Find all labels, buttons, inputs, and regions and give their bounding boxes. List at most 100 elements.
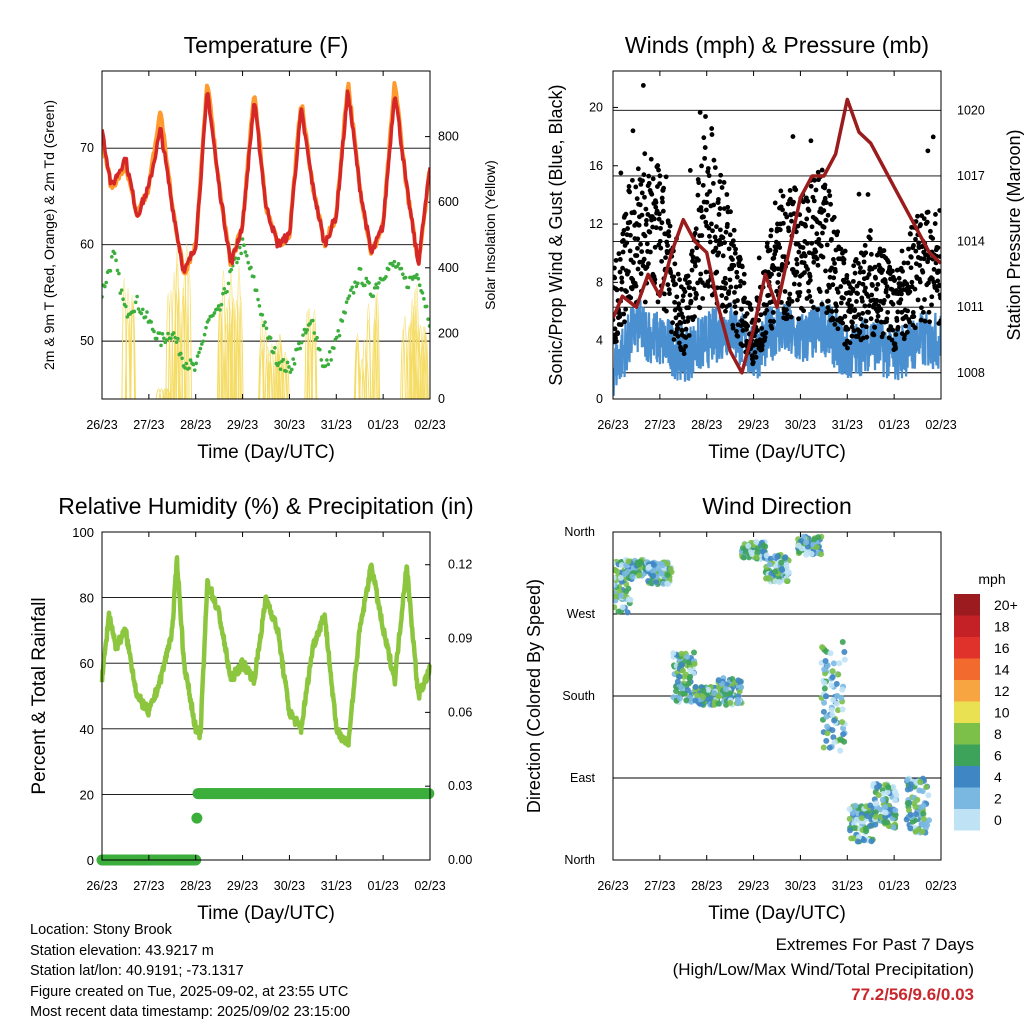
direction-point [811, 536, 818, 543]
direction-point [914, 796, 921, 803]
gust-point [734, 329, 739, 334]
dewpoint-point [110, 254, 114, 259]
gust-point [732, 304, 738, 310]
y2-tick-label: 400 [438, 261, 459, 275]
dewpoint-point [377, 281, 381, 285]
station-location: Location: Stony Brook [30, 922, 172, 938]
gust-point [697, 305, 703, 311]
direction-point [850, 835, 857, 842]
gust-point [640, 178, 645, 184]
gust-point [652, 276, 658, 282]
gust-point [626, 269, 631, 275]
dewpoint-point [263, 320, 267, 325]
gust-point [909, 279, 915, 285]
gust-point [921, 256, 927, 262]
dewpoint-point [187, 366, 191, 371]
gust-point [709, 126, 715, 131]
direction-point [679, 685, 686, 692]
direction-point [715, 700, 722, 707]
gust-point [777, 245, 783, 250]
x-tick-label: 28/23 [691, 879, 722, 893]
gust-point [616, 251, 622, 257]
direction-point [835, 707, 842, 714]
gust-point [827, 193, 833, 199]
direction-point [879, 796, 886, 803]
gust-point [653, 225, 659, 231]
dewpoint-point [140, 307, 145, 312]
dewpoint-point [117, 271, 121, 276]
gust-point [794, 257, 799, 262]
direction-point [890, 783, 897, 790]
gust-point [666, 229, 672, 235]
direction-point [613, 596, 614, 599]
y-tick-label: 100 [72, 525, 94, 540]
gust-point [635, 236, 641, 242]
direction-point [676, 695, 683, 702]
gust-point [641, 256, 647, 262]
direction-point [650, 561, 657, 568]
dewpoint-point [424, 304, 429, 309]
dewpoint-point [114, 258, 118, 263]
gust-point [841, 260, 847, 266]
gust-point [653, 204, 659, 210]
gust-point [823, 200, 829, 206]
gust-point [621, 228, 627, 233]
direction-point [778, 559, 785, 566]
gust-point [662, 291, 667, 297]
direction-point [606, 601, 612, 607]
gust-point [734, 274, 740, 280]
gust-point [767, 247, 773, 253]
gust-point [892, 277, 898, 283]
gust-point [770, 310, 776, 315]
gust-point [857, 329, 863, 334]
gust-point [912, 286, 918, 292]
legend-label: 8 [994, 726, 1002, 742]
gust-point [636, 222, 642, 228]
gust-point [677, 307, 683, 313]
gust-point [771, 319, 776, 324]
gust-point [640, 83, 646, 88]
gust-point [646, 173, 652, 179]
gust-point [867, 303, 872, 309]
dewpoint-point [353, 280, 357, 284]
gust-point [838, 300, 844, 306]
direction-point [884, 819, 891, 826]
dewpoint-point [371, 294, 376, 298]
dewpoint-point [349, 288, 353, 292]
x-tick-label: 30/23 [785, 418, 816, 432]
gust-point [719, 185, 725, 190]
gust-point [819, 301, 825, 307]
y-tick-label: South [562, 689, 595, 703]
y-tick-label: 4 [596, 334, 603, 348]
gust-point [794, 269, 800, 275]
x-tick-label: 02/23 [414, 418, 445, 432]
gust-point [796, 282, 802, 287]
gust-point [613, 317, 616, 323]
gust-point [813, 249, 819, 255]
gust-point [644, 218, 649, 223]
solar-insolation-trace [420, 326, 427, 399]
dewpoint-point [268, 336, 273, 340]
solar-insolation-trace [417, 325, 424, 399]
direction-point [867, 802, 874, 809]
dewpoint-point [118, 291, 123, 295]
gust-point [804, 240, 810, 246]
gust-point [705, 166, 711, 171]
dewpoint-point [174, 340, 179, 344]
gust-point [733, 284, 739, 290]
gust-point [817, 289, 823, 294]
direction-point [774, 553, 781, 560]
direction-point [754, 545, 761, 552]
dewpoint-point [277, 361, 281, 365]
gust-point [702, 155, 708, 161]
gust-point [780, 207, 785, 213]
direction-point [613, 566, 617, 573]
gust-point [771, 265, 777, 271]
dewpoint-point [192, 368, 197, 372]
gust-point [664, 308, 669, 314]
gust-point [712, 165, 718, 170]
direction-point [783, 564, 790, 571]
gust-point [764, 244, 770, 250]
gust-point [638, 271, 644, 277]
dewpoint-point [226, 281, 231, 286]
